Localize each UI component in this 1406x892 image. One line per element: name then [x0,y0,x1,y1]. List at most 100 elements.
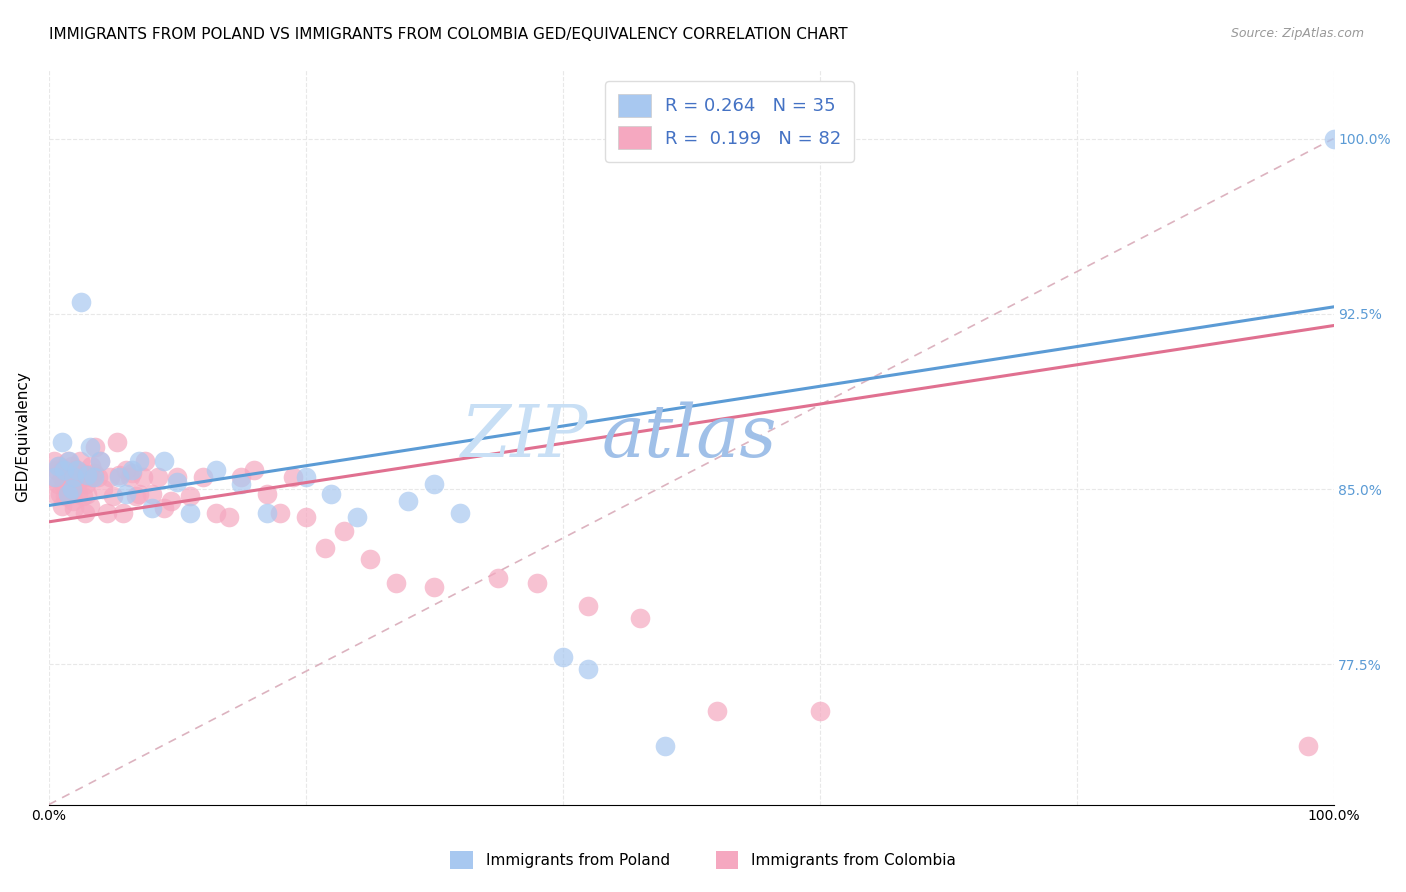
Point [294,470,316,484]
Point [46,477,69,491]
Point [486,571,509,585]
Point [121,463,143,477]
Point [159,493,181,508]
Point [91,482,114,496]
Point [141,500,163,515]
Point [108,470,131,484]
Point [49,487,72,501]
Point [166,475,188,490]
Point [449,506,471,520]
Point [346,510,368,524]
Point [77,470,100,484]
Point [53,477,76,491]
Point [166,470,188,484]
Y-axis label: GED/Equivalency: GED/Equivalency [15,371,30,502]
Point [398,493,420,508]
Point [44,470,66,484]
Point [79,499,101,513]
Point [384,575,406,590]
Point [82,470,104,484]
Point [52,463,75,477]
Point [69,454,91,468]
Point [96,506,118,520]
Point [551,650,574,665]
Point [105,435,128,450]
Point [89,454,111,468]
Point [84,440,107,454]
Point [62,493,84,508]
Legend: Immigrants from Poland, Immigrants from Colombia: Immigrants from Poland, Immigrants from … [444,845,962,875]
Point [204,506,226,520]
Point [55,466,77,480]
Point [53,463,76,477]
Text: Source: ZipAtlas.com: Source: ZipAtlas.com [1230,27,1364,40]
Point [576,599,599,613]
Point [72,489,94,503]
Point [191,470,214,484]
Point [314,541,336,555]
Point [70,470,93,484]
Point [60,482,83,496]
Point [51,499,73,513]
Point [80,458,103,473]
Point [231,470,253,484]
Point [179,489,201,503]
Point [89,454,111,468]
Point [114,463,136,477]
Point [281,470,304,484]
Point [51,435,73,450]
Point [100,470,122,484]
Point [65,463,87,477]
Point [66,463,89,477]
Point [46,458,69,473]
Point [269,506,291,520]
Point [153,454,176,468]
Point [70,295,93,310]
Point [153,500,176,515]
Point [128,487,150,501]
Point [204,463,226,477]
Point [51,470,73,484]
Point [108,468,131,483]
Point [576,662,599,676]
Point [55,470,77,484]
Text: ZIP: ZIP [461,401,588,472]
Point [60,487,83,501]
Point [101,489,124,503]
Point [243,463,266,477]
Point [141,487,163,501]
Point [42,454,65,468]
Point [134,454,156,468]
Point [321,487,343,501]
Point [218,510,240,524]
Point [808,704,831,718]
Point [131,470,153,484]
Point [63,470,86,484]
Point [706,704,728,718]
Point [60,458,83,473]
Point [83,470,105,484]
Point [121,466,143,480]
Point [125,489,148,503]
Point [333,524,356,539]
Point [179,506,201,520]
Point [86,470,108,484]
Point [294,510,316,524]
Point [128,454,150,468]
Point [58,468,80,483]
Point [1322,131,1344,145]
Point [359,552,381,566]
Point [63,470,86,484]
Point [66,477,89,491]
Point [75,477,97,491]
Point [256,487,278,501]
Legend: R = 0.264   N = 35, R =  0.199   N = 82: R = 0.264 N = 35, R = 0.199 N = 82 [606,81,853,162]
Point [79,440,101,454]
Point [76,468,98,483]
Point [256,506,278,520]
Point [56,454,79,468]
Point [231,477,253,491]
Point [1296,739,1319,754]
Text: IMMIGRANTS FROM POLAND VS IMMIGRANTS FROM COLOMBIA GED/EQUIVALENCY CORRELATION C: IMMIGRANTS FROM POLAND VS IMMIGRANTS FRO… [49,27,848,42]
Point [526,575,548,590]
